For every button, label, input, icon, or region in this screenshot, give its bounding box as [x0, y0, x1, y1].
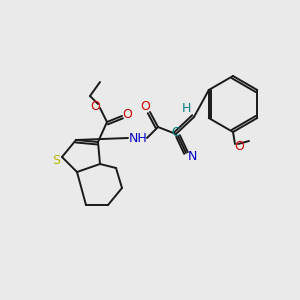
Text: O: O [140, 100, 150, 113]
Text: O: O [234, 140, 244, 154]
Text: S: S [52, 154, 60, 167]
Text: H: H [181, 101, 191, 115]
Text: C: C [171, 127, 179, 140]
Text: O: O [122, 109, 132, 122]
Text: N: N [187, 149, 197, 163]
Text: O: O [90, 100, 100, 112]
Text: NH: NH [129, 131, 147, 145]
